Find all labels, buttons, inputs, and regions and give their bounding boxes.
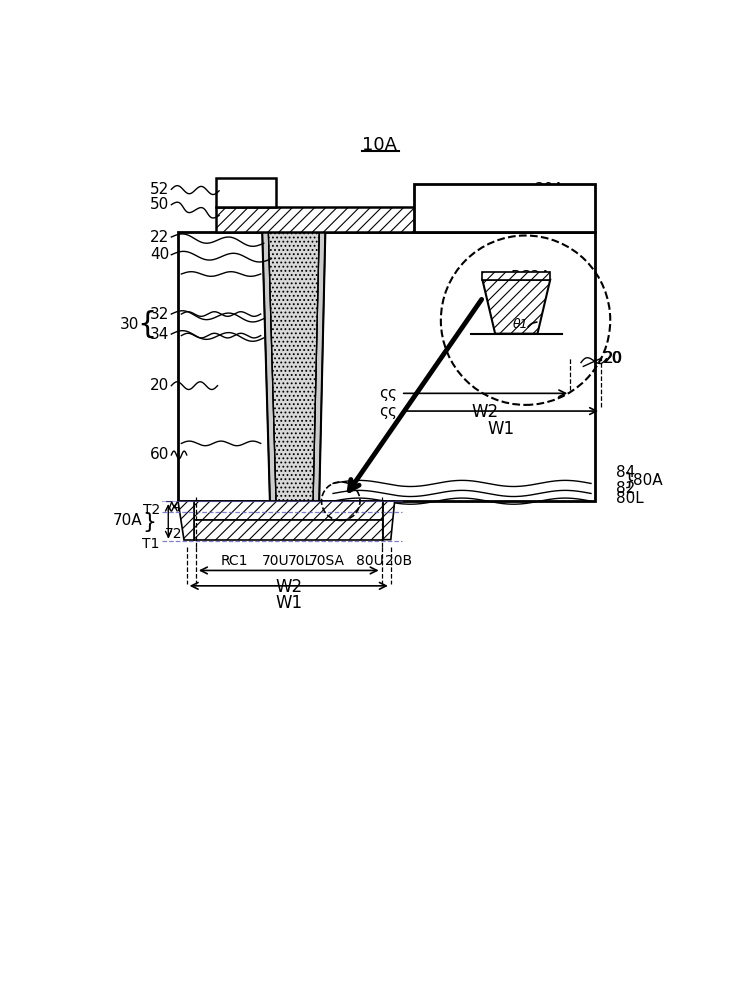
Text: 20B: 20B: [385, 554, 412, 568]
Text: 82: 82: [616, 481, 636, 496]
Polygon shape: [482, 280, 551, 334]
Polygon shape: [269, 232, 319, 501]
Text: 34: 34: [149, 327, 169, 342]
Bar: [195, 501, 383, 520]
Text: 20: 20: [602, 351, 622, 366]
Text: 70U: 70U: [261, 554, 289, 568]
Text: 32: 32: [149, 307, 169, 322]
Text: {: {: [138, 510, 152, 530]
Text: }: }: [624, 471, 636, 489]
Polygon shape: [262, 232, 276, 501]
Text: RC2A: RC2A: [510, 270, 551, 285]
Text: 72: 72: [165, 527, 183, 541]
Bar: [195, 520, 383, 540]
Text: W2: W2: [275, 578, 303, 596]
Polygon shape: [178, 501, 195, 540]
Text: 80L: 80L: [616, 491, 644, 506]
Text: 70L: 70L: [288, 554, 313, 568]
Text: W1: W1: [488, 420, 514, 438]
Text: W2: W2: [472, 403, 499, 421]
Text: RC1: RC1: [221, 554, 248, 568]
Text: 70A: 70A: [112, 513, 142, 528]
Text: 80U: 80U: [356, 554, 384, 568]
Text: 80A: 80A: [633, 473, 663, 488]
Bar: [178, 232, 595, 501]
Text: 52: 52: [149, 182, 169, 197]
Text: {: {: [137, 310, 156, 339]
Text: ςς: ςς: [379, 386, 397, 401]
Text: 50: 50: [149, 197, 169, 212]
Text: 40: 40: [149, 247, 169, 262]
Text: 70SA: 70SA: [309, 554, 345, 568]
Polygon shape: [313, 232, 326, 501]
Text: 22: 22: [149, 230, 169, 245]
Text: 30: 30: [120, 317, 139, 332]
Text: T1: T1: [142, 536, 160, 550]
Text: 10A: 10A: [362, 136, 397, 154]
Bar: [482, 272, 551, 280]
Text: ςς: ςς: [379, 404, 397, 419]
Bar: [216, 207, 452, 232]
Text: 20A: 20A: [535, 182, 565, 197]
Text: 20: 20: [149, 378, 169, 393]
Text: 20: 20: [604, 351, 623, 366]
Text: T2: T2: [143, 503, 160, 517]
Text: W1: W1: [275, 594, 303, 612]
Bar: [216, 178, 276, 207]
Bar: [414, 184, 595, 232]
Polygon shape: [383, 501, 394, 540]
Text: θ1: θ1: [513, 318, 528, 331]
Text: 74: 74: [165, 500, 183, 514]
Text: 60: 60: [149, 447, 169, 462]
Text: 84: 84: [616, 465, 636, 480]
